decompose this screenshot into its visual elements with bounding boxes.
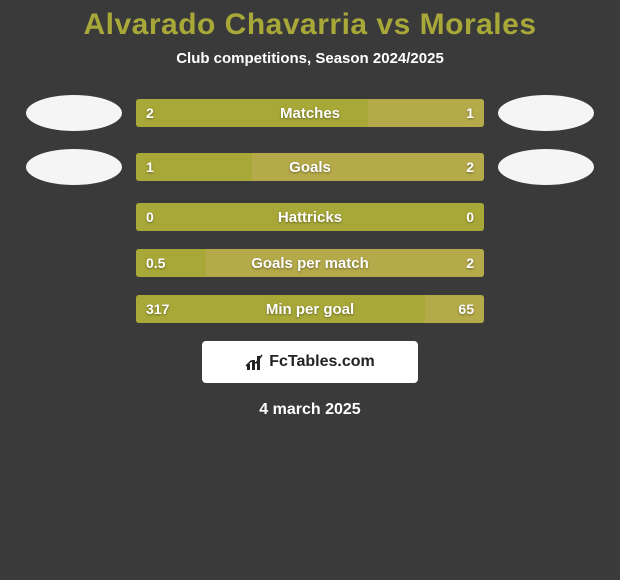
- stat-row: 0.52Goals per match: [0, 249, 620, 277]
- comparison-infographic: Alvarado Chavarria vs Morales Club compe…: [0, 0, 620, 419]
- stat-bar: 0.52Goals per match: [136, 249, 484, 277]
- bars-host: 21Matches 12Goals 00Hattricks 0.52Goals per…: [0, 95, 620, 323]
- bar-label: Min per goal: [136, 295, 484, 323]
- bar-chart-icon: [245, 352, 265, 372]
- stat-bar: 31765Min per goal: [136, 295, 484, 323]
- subtitle: Club competitions, Season 2024/2025: [0, 50, 620, 67]
- bar-label: Goals per match: [136, 249, 484, 277]
- stat-bar: 21Matches: [136, 99, 484, 127]
- player-avatar-right: [498, 149, 594, 185]
- stat-bar: 00Hattricks: [136, 203, 484, 231]
- brand-box[interactable]: FcTables.com: [202, 341, 418, 383]
- page-title: Alvarado Chavarria vs Morales: [0, 8, 620, 42]
- brand-text: FcTables.com: [269, 353, 375, 371]
- player-avatar-left: [26, 149, 122, 185]
- bar-label: Hattricks: [136, 203, 484, 231]
- stat-row: 00Hattricks: [0, 203, 620, 231]
- stat-row: 21Matches: [0, 95, 620, 131]
- bar-label: Goals: [136, 153, 484, 181]
- player-avatar-left: [26, 95, 122, 131]
- date-text: 4 march 2025: [0, 401, 620, 419]
- bar-label: Matches: [136, 99, 484, 127]
- stat-row: 31765Min per goal: [0, 295, 620, 323]
- stat-bar: 12Goals: [136, 153, 484, 181]
- stat-row: 12Goals: [0, 149, 620, 185]
- player-avatar-right: [498, 95, 594, 131]
